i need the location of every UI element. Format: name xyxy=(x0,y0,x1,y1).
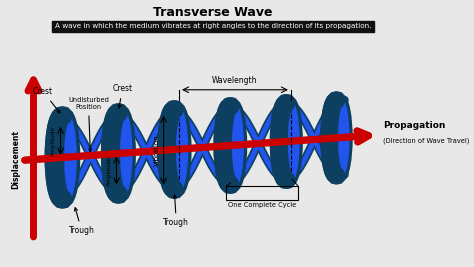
Text: Crest: Crest xyxy=(33,87,60,113)
Text: Propagation: Propagation xyxy=(383,121,445,130)
Text: Amplitude: Amplitude xyxy=(51,125,56,156)
Text: Crest: Crest xyxy=(112,84,132,108)
Text: Trough: Trough xyxy=(164,195,189,227)
Text: (Direction of Wave Travel): (Direction of Wave Travel) xyxy=(383,138,469,144)
Text: Wavelength: Wavelength xyxy=(212,76,258,85)
Text: A wave in which the medium vibrates at right angles to the direction of its prop: A wave in which the medium vibrates at r… xyxy=(55,23,371,29)
Text: Trough: Trough xyxy=(69,208,95,235)
Text: Displacement: Displacement xyxy=(12,130,21,189)
Text: Undisturbed
Position: Undisturbed Position xyxy=(68,97,109,151)
Text: Amplitude: Amplitude xyxy=(107,155,112,186)
Text: Transverse Wave: Transverse Wave xyxy=(153,6,273,19)
Text: One Complete Cycle: One Complete Cycle xyxy=(228,202,296,208)
Bar xyxy=(227,186,298,200)
Text: Vibration: Vibration xyxy=(154,135,160,166)
